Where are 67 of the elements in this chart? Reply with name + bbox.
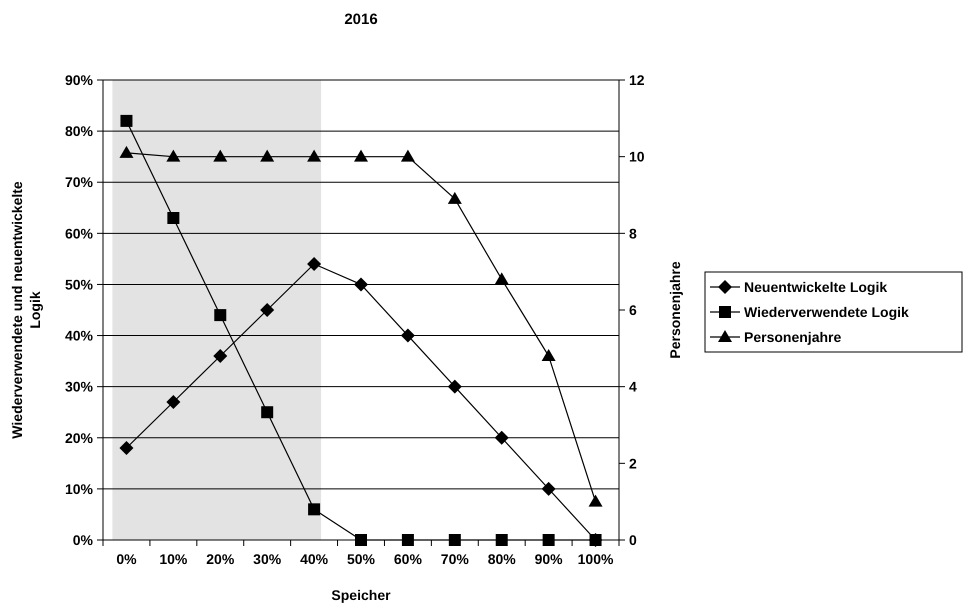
y2-tick-label: 2 <box>629 455 637 472</box>
x-tick-label: 100% <box>578 551 614 567</box>
point <box>355 534 367 546</box>
y-tick-label: 20% <box>64 430 94 446</box>
point <box>496 534 508 546</box>
point <box>260 303 274 317</box>
point <box>166 150 180 162</box>
legend-label: Neuentwickelte Logik <box>744 279 888 295</box>
legend-label: Wiederverwendete Logik <box>744 304 910 320</box>
x-axis-title: Speicher <box>331 587 392 603</box>
x-tick-label: 60% <box>394 551 422 567</box>
point <box>448 534 461 546</box>
y2-tick-label: 12 <box>629 72 645 88</box>
point <box>354 277 368 292</box>
point <box>213 349 228 363</box>
point <box>494 430 509 445</box>
y2-axis-title: Personenjahre <box>667 261 683 359</box>
point <box>588 494 603 507</box>
point <box>308 503 320 516</box>
point <box>400 150 415 162</box>
point <box>402 534 414 546</box>
x-tick-label: 90% <box>534 551 564 567</box>
point <box>307 150 322 162</box>
x-tick-label: 10% <box>159 551 188 567</box>
legend-label: Personenjahre <box>744 329 842 345</box>
point <box>119 146 134 158</box>
y2-tick-label: 4 <box>629 378 637 395</box>
y-tick-label: 90% <box>64 72 94 88</box>
point <box>213 150 228 162</box>
point <box>261 406 274 418</box>
point <box>542 349 556 361</box>
y-tick-label: 10% <box>64 480 94 497</box>
y2-tick-label: 6 <box>629 302 637 318</box>
x-tick-label: 40% <box>300 551 329 567</box>
x-tick-label: 80% <box>488 551 516 567</box>
point <box>119 441 134 455</box>
y-tick-label: 50% <box>64 276 94 292</box>
x-tick-label: 70% <box>440 551 470 567</box>
x-tick-label: 30% <box>253 551 282 567</box>
point <box>354 150 368 162</box>
y2-tick-label: 10 <box>629 148 645 165</box>
y-tick-label: 0% <box>72 532 94 548</box>
y-axis-title: Wiederverwendete und neuentwickelte Logik <box>9 181 43 439</box>
y-tick-label: 80% <box>64 123 94 140</box>
y-tick-label: 30% <box>64 378 94 395</box>
point <box>260 150 274 162</box>
point <box>166 395 180 409</box>
y-tick-label: 40% <box>64 328 94 344</box>
point <box>307 257 322 271</box>
chart-title: 2016 <box>344 11 378 28</box>
point <box>214 309 226 322</box>
point <box>120 114 132 127</box>
x-tick-label: 20% <box>206 551 235 567</box>
point <box>448 380 462 394</box>
y-tick-label: 70% <box>64 174 94 190</box>
point <box>448 192 462 204</box>
point <box>542 534 555 546</box>
point <box>590 534 602 546</box>
x-tick-label: 50% <box>346 551 376 567</box>
point <box>400 328 415 343</box>
y2-tick-label: 0 <box>629 532 637 548</box>
y-tick-label: 60% <box>64 225 94 242</box>
x-tick-label: 0% <box>116 551 138 567</box>
point <box>494 272 509 284</box>
y2-tick-label: 8 <box>629 225 637 242</box>
point <box>167 212 180 224</box>
point <box>542 482 556 496</box>
